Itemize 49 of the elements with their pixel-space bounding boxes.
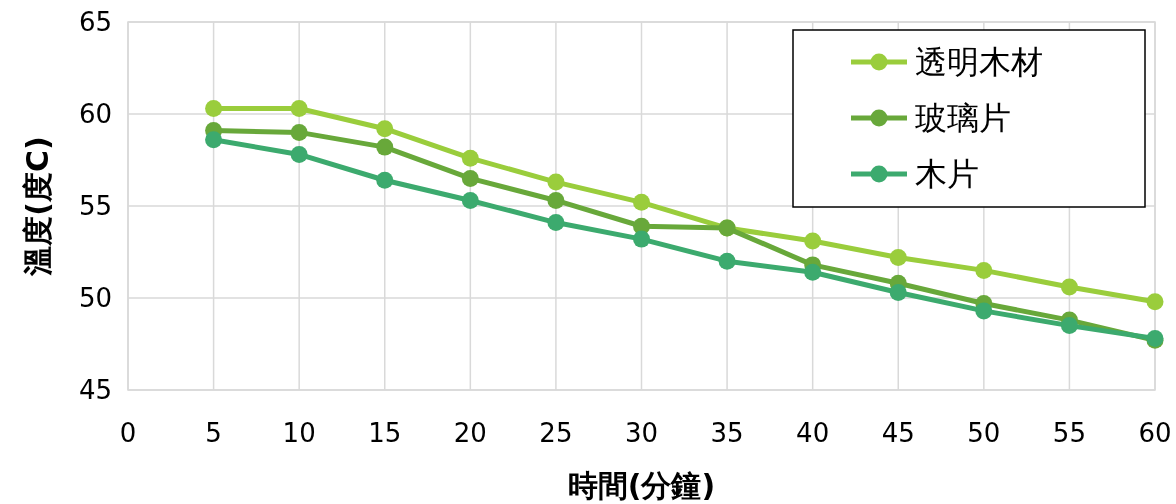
x-tick-label: 0: [119, 418, 137, 448]
y-tick-label: 65: [78, 7, 112, 37]
point: [376, 171, 394, 189]
point: [547, 191, 565, 209]
x-tick-label: 20: [453, 418, 487, 448]
point: [1146, 293, 1164, 311]
legend-label: 透明木材: [915, 43, 1043, 81]
point: [205, 131, 223, 149]
y-tick-label: 50: [78, 283, 112, 313]
x-axis-title: 時間(分鐘): [567, 468, 716, 503]
x-tick-label: 15: [368, 418, 402, 448]
point: [461, 169, 479, 187]
x-tick-label: 60: [1138, 418, 1172, 448]
point: [547, 214, 565, 232]
y-axis-title: 溫度(度C): [20, 136, 55, 277]
point: [889, 249, 907, 267]
x-tick-label: 35: [710, 418, 744, 448]
point: [804, 263, 822, 281]
x-tick-label: 55: [1052, 418, 1086, 448]
legend-label: 玻璃片: [915, 99, 1011, 137]
point: [975, 261, 993, 279]
point: [633, 193, 650, 211]
x-tick-label: 45: [881, 418, 915, 448]
point: [205, 99, 223, 117]
x-tick-label: 40: [796, 418, 830, 448]
point: [376, 138, 394, 156]
point: [718, 252, 736, 270]
point: [461, 149, 479, 167]
point: [1060, 317, 1078, 335]
point: [889, 283, 907, 301]
legend-label: 木片: [915, 155, 979, 193]
point: [975, 302, 993, 320]
point: [290, 123, 308, 141]
point: [290, 99, 308, 117]
y-tick-label: 55: [78, 191, 112, 221]
x-tick-label: 50: [967, 418, 1001, 448]
point: [461, 191, 479, 209]
y-tick-label: 45: [78, 375, 112, 405]
x-tick-label: 25: [539, 418, 573, 448]
x-tick-label: 30: [624, 418, 659, 448]
point: [633, 230, 650, 248]
x-tick-label: 5: [205, 418, 222, 448]
point: [1060, 278, 1078, 296]
x-tick-label: 10: [282, 418, 316, 448]
point: [804, 232, 822, 250]
point: [290, 145, 308, 163]
point: [547, 173, 565, 191]
point: [376, 120, 394, 138]
y-tick-label: 60: [78, 99, 112, 129]
